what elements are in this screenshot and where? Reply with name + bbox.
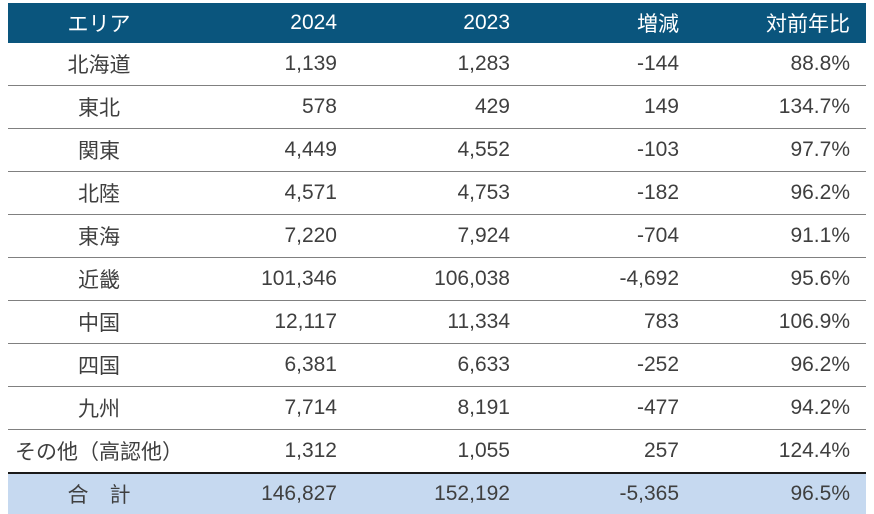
table-row: 近畿 101,346 106,038 -4,692 95.6% [8, 257, 866, 301]
table-row: その他（高認他） 1,312 1,055 257 124.4% [8, 429, 866, 474]
value-2023-cell: 106,038 [353, 257, 526, 301]
ratio-cell: 97.7% [695, 128, 866, 172]
diff-cell: -704 [526, 214, 695, 258]
column-header-diff: 増減 [526, 3, 695, 43]
area-cell: 東海 [8, 214, 190, 258]
diff-cell: 783 [526, 300, 695, 344]
total-diff-cell: -5,365 [526, 472, 695, 514]
value-2023-cell: 6,633 [353, 343, 526, 387]
ratio-cell: 94.2% [695, 386, 866, 430]
value-2023-cell: 1,283 [353, 43, 526, 86]
table-row: 東海 7,220 7,924 -704 91.1% [8, 214, 866, 258]
table-row: 九州 7,714 8,191 -477 94.2% [8, 386, 866, 430]
ratio-cell: 96.2% [695, 343, 866, 387]
table-row: 東北 578 429 149 134.7% [8, 85, 866, 129]
table-row: 北海道 1,139 1,283 -144 88.8% [8, 43, 866, 86]
ratio-cell: 106.9% [695, 300, 866, 344]
diff-cell: -144 [526, 43, 695, 86]
ratio-cell: 95.6% [695, 257, 866, 301]
value-2023-cell: 429 [353, 85, 526, 129]
ratio-cell: 91.1% [695, 214, 866, 258]
area-cell: 四国 [8, 343, 190, 387]
ratio-cell: 124.4% [695, 429, 866, 474]
value-2023-cell: 8,191 [353, 386, 526, 430]
value-2024-cell: 578 [190, 85, 353, 129]
total-ratio-cell: 96.5% [695, 472, 866, 514]
total-label-cell: 合 計 [8, 472, 190, 514]
total-2024-cell: 146,827 [190, 472, 353, 514]
diff-cell: 149 [526, 85, 695, 129]
value-2023-cell: 4,552 [353, 128, 526, 172]
value-2023-cell: 7,924 [353, 214, 526, 258]
value-2024-cell: 101,346 [190, 257, 353, 301]
area-cell: 北海道 [8, 43, 190, 86]
area-cell: 東北 [8, 85, 190, 129]
value-2024-cell: 7,220 [190, 214, 353, 258]
value-2024-cell: 12,117 [190, 300, 353, 344]
value-2023-cell: 4,753 [353, 171, 526, 215]
header-row: エリア 2024 2023 増減 対前年比 [8, 3, 866, 43]
table-row: 中国 12,117 11,334 783 106.9% [8, 300, 866, 344]
area-comparison-table: エリア 2024 2023 増減 対前年比 北海道 1,139 1,283 -1… [8, 3, 866, 514]
diff-cell: -477 [526, 386, 695, 430]
diff-cell: -103 [526, 128, 695, 172]
total-2023-cell: 152,192 [353, 472, 526, 514]
area-cell: 関東 [8, 128, 190, 172]
diff-cell: -4,692 [526, 257, 695, 301]
area-cell: 九州 [8, 386, 190, 430]
table-row: 四国 6,381 6,633 -252 96.2% [8, 343, 866, 387]
area-cell: その他（高認他） [8, 429, 190, 474]
value-2024-cell: 1,312 [190, 429, 353, 474]
total-row: 合 計 146,827 152,192 -5,365 96.5% [8, 472, 866, 514]
diff-cell: 257 [526, 429, 695, 474]
column-header-ratio: 対前年比 [695, 3, 866, 43]
value-2023-cell: 1,055 [353, 429, 526, 474]
area-cell: 北陸 [8, 171, 190, 215]
value-2024-cell: 6,381 [190, 343, 353, 387]
diff-cell: -182 [526, 171, 695, 215]
value-2024-cell: 4,449 [190, 128, 353, 172]
area-cell: 中国 [8, 300, 190, 344]
ratio-cell: 134.7% [695, 85, 866, 129]
area-cell: 近畿 [8, 257, 190, 301]
column-header-2023: 2023 [353, 3, 526, 43]
column-header-area: エリア [8, 3, 190, 43]
value-2024-cell: 4,571 [190, 171, 353, 215]
column-header-2024: 2024 [190, 3, 353, 43]
table-row: 北陸 4,571 4,753 -182 96.2% [8, 171, 866, 215]
diff-cell: -252 [526, 343, 695, 387]
value-2024-cell: 1,139 [190, 43, 353, 86]
table-row: 関東 4,449 4,552 -103 97.7% [8, 128, 866, 172]
value-2024-cell: 7,714 [190, 386, 353, 430]
value-2023-cell: 11,334 [353, 300, 526, 344]
ratio-cell: 88.8% [695, 43, 866, 86]
ratio-cell: 96.2% [695, 171, 866, 215]
